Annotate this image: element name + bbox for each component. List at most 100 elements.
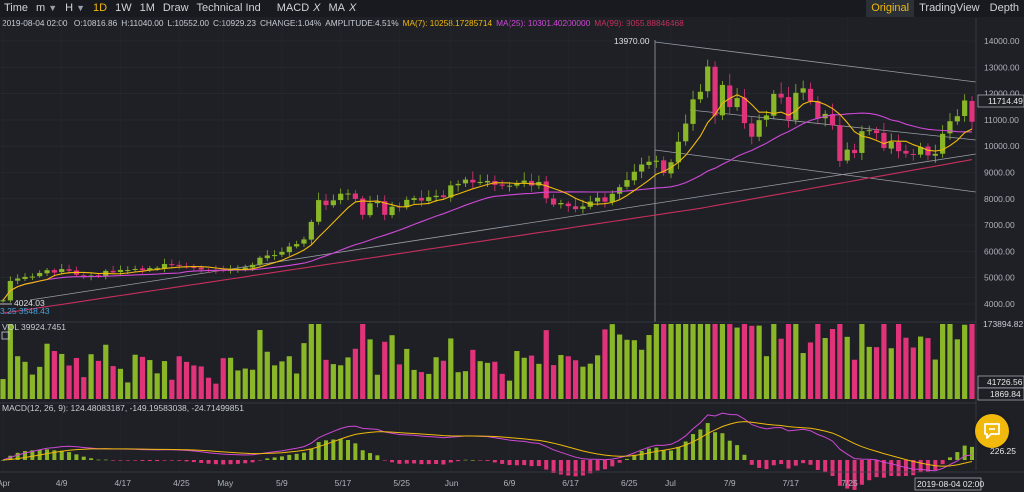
volume-bar: [837, 324, 843, 399]
candle-body: [418, 197, 425, 201]
macd-histogram-bar: [140, 460, 145, 461]
price-axis-label: 6000.00: [984, 246, 1015, 256]
macd-histogram-bar: [287, 454, 292, 460]
volume-bar: [734, 327, 740, 399]
macd-histogram-bar: [962, 445, 967, 460]
candle-body: [279, 251, 285, 255]
volume-bar: [609, 324, 615, 399]
macd-histogram-bar: [463, 459, 468, 461]
macd-histogram-bar: [353, 443, 358, 460]
volume-bar: [756, 325, 762, 399]
price-axis-label: 8000.00: [984, 194, 1015, 204]
price-axis-label: 11000.00: [984, 115, 1019, 125]
candle-body: [470, 179, 476, 183]
date-axis-label: 5/25: [393, 478, 410, 488]
macd-histogram-bar: [595, 460, 600, 471]
volume-bar: [0, 379, 6, 399]
volume-toggle-box[interactable]: [1, 331, 10, 340]
candle-body: [558, 203, 564, 205]
volume-bar: [580, 366, 586, 399]
macd-histogram-bar: [426, 460, 431, 465]
volume-bar: [602, 329, 608, 399]
macd-histogram-bar: [735, 445, 740, 460]
minute-interval-dropdown[interactable]: m ▼: [36, 2, 58, 14]
close-icon[interactable]: X: [348, 2, 357, 14]
macd-histogram-bar: [786, 460, 791, 469]
interval-1w-button[interactable]: 1W: [115, 2, 132, 14]
trend-lines: [0, 40, 977, 322]
info-ma99: MA(99): 9055.88846468: [594, 18, 684, 28]
date-axis-label: 7/25: [841, 478, 858, 488]
macd-indicator-tag[interactable]: MACD X: [276, 2, 321, 14]
macd-histogram-bar: [45, 449, 50, 460]
candle-body: [639, 164, 645, 172]
macd-histogram-bar: [602, 460, 607, 470]
volume-bar: [59, 353, 65, 399]
volume-bar: [646, 335, 652, 399]
macd-histogram-bar: [823, 460, 828, 473]
ma25-line: [2, 112, 973, 301]
volume-bar: [382, 341, 388, 399]
volume-bar: [81, 377, 87, 399]
interval-1m-button[interactable]: 1M: [139, 2, 155, 14]
draw-button[interactable]: Draw: [162, 2, 189, 14]
technical-indicators-button[interactable]: Technical Ind: [196, 2, 261, 14]
candle-body: [595, 197, 601, 202]
ma-indicator-tag[interactable]: MA X: [328, 2, 357, 14]
macd-histogram-bar: [624, 458, 629, 460]
candle-body: [411, 198, 417, 200]
candle-body: [543, 181, 549, 199]
candle-body: [448, 185, 454, 198]
macd-histogram-bar: [1, 460, 5, 461]
macd-label: MACD(12, 26, 9): 124.48083187, -149.1958…: [2, 403, 244, 413]
candle-body: [925, 146, 931, 156]
candle-body: [778, 93, 784, 98]
macd-histogram-bar: [15, 452, 20, 460]
volume-bar: [95, 360, 102, 399]
volume-bar: [161, 361, 168, 399]
info-change: CHANGE:1.04%: [259, 18, 322, 28]
tradingview-tab[interactable]: TradingView: [919, 2, 980, 14]
macd-histogram-bar: [947, 457, 952, 460]
candle-body: [139, 268, 146, 271]
info-high: H:11040.00: [121, 18, 164, 28]
volume-bar: [675, 324, 681, 399]
depth-tab[interactable]: Depth: [989, 2, 1019, 14]
macd-histogram-bar: [74, 454, 79, 460]
volume-bar: [88, 354, 94, 399]
hour-interval-dropdown[interactable]: H ▼: [65, 2, 86, 14]
candle-body: [514, 183, 520, 186]
volume-bar: [543, 330, 549, 399]
candle-body: [741, 97, 748, 124]
volume-bar: [345, 357, 351, 399]
candle-body: [330, 200, 336, 206]
chat-support-button[interactable]: [975, 414, 1009, 448]
volume-bar: [198, 366, 204, 399]
volume-bar: [323, 359, 329, 399]
volume-bar: [807, 342, 814, 399]
volume-bar: [7, 324, 13, 399]
candle-body: [242, 267, 248, 270]
interval-1d-button[interactable]: 1D: [93, 2, 108, 14]
volume-bar: [117, 368, 124, 399]
candle-body: [763, 115, 770, 120]
original-view-tab[interactable]: Original: [866, 0, 915, 17]
time-button[interactable]: Time: [4, 2, 29, 14]
macd-histogram-bar: [331, 439, 336, 460]
volume-max-label: 173894.82: [983, 319, 1023, 329]
volume-bar: [940, 324, 946, 399]
close-icon[interactable]: X: [313, 2, 321, 14]
volume-bar: [962, 324, 968, 399]
volume-bar: [103, 344, 109, 399]
candle-body: [727, 85, 733, 108]
volume-tag-2: 1869.84: [990, 389, 1021, 399]
volume-bar: [932, 359, 938, 399]
macd-histogram-bar: [419, 460, 424, 465]
candle-body: [272, 255, 278, 257]
toolbar: Time m ▼ H ▼ 1D 1W 1M Draw Technical Ind M…: [0, 0, 1024, 17]
volume-bar: [470, 349, 476, 399]
candle-body: [316, 200, 322, 222]
candle-body: [947, 121, 953, 134]
macd-histogram-bar: [955, 452, 960, 460]
